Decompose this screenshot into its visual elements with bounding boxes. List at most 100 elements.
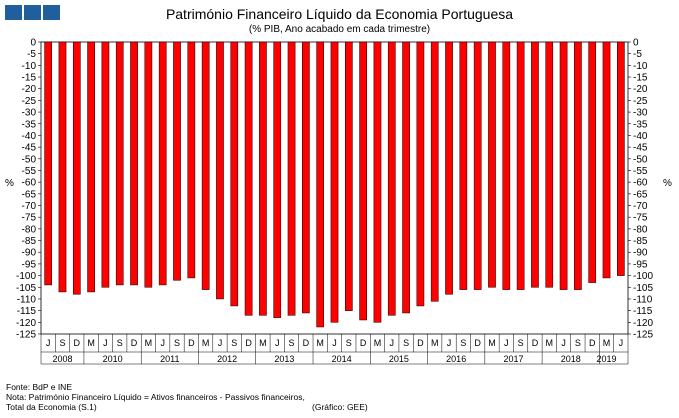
x-tick-label: J xyxy=(619,338,624,348)
y-tick-label-left: -10 xyxy=(22,61,37,72)
year-label: 2014 xyxy=(332,354,352,364)
bar xyxy=(58,41,67,293)
y-tick-label-left: -80 xyxy=(22,224,37,235)
bar xyxy=(144,41,153,288)
y-tick-label-right: -30 xyxy=(633,108,648,119)
y-tick-label-left: -50 xyxy=(22,154,37,165)
bar xyxy=(402,41,410,314)
x-tick-label: M xyxy=(145,338,153,348)
y-tick-label-right: -35 xyxy=(633,119,648,130)
y-tick-label-left: -65 xyxy=(22,189,37,200)
year-label: 2008 xyxy=(52,354,72,364)
year-label: 2017 xyxy=(503,354,523,364)
y-tick-label-left: -70 xyxy=(22,201,37,212)
y-tick-label-right: -95 xyxy=(633,259,648,270)
x-tick-label: J xyxy=(160,338,165,348)
bar xyxy=(602,41,611,279)
x-tick-label: D xyxy=(303,338,310,348)
bar xyxy=(259,41,267,316)
bar xyxy=(359,41,367,321)
x-tick-label: M xyxy=(546,338,554,348)
x-tick-label: S xyxy=(117,338,123,348)
bar xyxy=(230,41,239,307)
y-tick-label-right: -40 xyxy=(633,131,648,142)
y-tick-label-left: -85 xyxy=(22,236,37,247)
y-tick-label-right: -10 xyxy=(633,61,648,72)
x-tick-label: J xyxy=(275,338,280,348)
x-tick-label: M xyxy=(603,338,611,348)
x-tick-label: J xyxy=(332,338,337,348)
x-tick-label: M xyxy=(488,338,496,348)
y-tick-label-right: -75 xyxy=(633,213,648,224)
x-tick-label: D xyxy=(245,338,252,348)
bar xyxy=(44,41,52,286)
y-tick-label-right: -90 xyxy=(633,248,648,259)
year-label: 2012 xyxy=(217,354,237,364)
x-tick-label: J xyxy=(103,338,108,348)
y-tick-label-left: -55 xyxy=(22,166,37,177)
y-tick-label-left: -125 xyxy=(16,330,36,341)
logo-block-2 xyxy=(24,5,41,20)
bar xyxy=(72,41,81,295)
logo-block-3 xyxy=(43,5,60,20)
bar xyxy=(330,41,339,323)
y-tick-label-right: -85 xyxy=(633,236,648,247)
y-tick-label-left: -100 xyxy=(16,271,36,282)
bar xyxy=(87,41,95,293)
year-label: 2016 xyxy=(446,354,466,364)
y-tick-label-left: -115 xyxy=(17,306,37,317)
bar xyxy=(531,41,539,288)
footer-source: Fonte: BdP e INE xyxy=(6,382,72,392)
y-tick-label-left: -25 xyxy=(22,96,37,107)
x-tick-label: J xyxy=(504,338,509,348)
x-tick-label: S xyxy=(518,338,524,348)
bar xyxy=(302,41,310,314)
bar xyxy=(502,41,511,290)
y-tick-label-right: -5 xyxy=(633,49,642,60)
year-label: 2019 xyxy=(597,354,617,364)
x-tick-label: D xyxy=(188,338,195,348)
x-tick-label: J xyxy=(561,338,566,348)
x-tick-label: S xyxy=(59,338,65,348)
y-tick-label-left: -120 xyxy=(16,318,36,329)
y-tick-label-left: -45 xyxy=(22,143,37,154)
y-tick-label-right: -70 xyxy=(633,201,648,212)
x-tick-label: M xyxy=(431,338,439,348)
bar xyxy=(473,41,482,290)
x-tick-label: D xyxy=(131,338,138,348)
x-tick-label: S xyxy=(346,338,352,348)
footer-note: Nota: Património Financeiro Líquido = At… xyxy=(6,392,305,402)
x-tick-label: M xyxy=(202,338,210,348)
y-axis-label-left: % xyxy=(5,178,14,189)
bar xyxy=(273,41,282,318)
year-label: 2018 xyxy=(561,354,581,364)
x-tick-label: J xyxy=(447,338,452,348)
y-axis-label-right: % xyxy=(663,178,672,189)
bar xyxy=(244,41,253,316)
bar xyxy=(130,41,138,286)
y-tick-label-right: -115 xyxy=(633,306,653,317)
y-tick-label-right: -55 xyxy=(633,166,648,177)
x-tick-label: S xyxy=(575,338,581,348)
y-tick-label-right: -50 xyxy=(633,154,648,165)
bar xyxy=(173,41,181,281)
x-tick-label: D xyxy=(360,338,367,348)
x-tick-label: S xyxy=(289,338,295,348)
y-tick-label-left: -90 xyxy=(22,248,37,259)
bar xyxy=(216,41,224,300)
y-tick-label-right: -45 xyxy=(633,143,648,154)
y-tick-label-right: -120 xyxy=(633,318,653,329)
x-tick-label: M xyxy=(374,338,382,348)
y-tick-label-left: -15 xyxy=(22,73,37,84)
y-tick-label-left: -105 xyxy=(16,283,36,294)
year-label: 2011 xyxy=(160,354,179,364)
y-tick-label-right: -25 xyxy=(633,96,648,107)
y-tick-label-left: -75 xyxy=(22,213,37,224)
bar xyxy=(488,41,496,288)
bar xyxy=(459,41,468,290)
footer-total: Total da Economia (S.1) xyxy=(6,402,97,412)
bar xyxy=(373,41,382,323)
y-tick-label-right: -20 xyxy=(633,84,648,95)
y-tick-label-right: -15 xyxy=(633,73,648,84)
y-tick-label-left: 0 xyxy=(30,38,36,49)
